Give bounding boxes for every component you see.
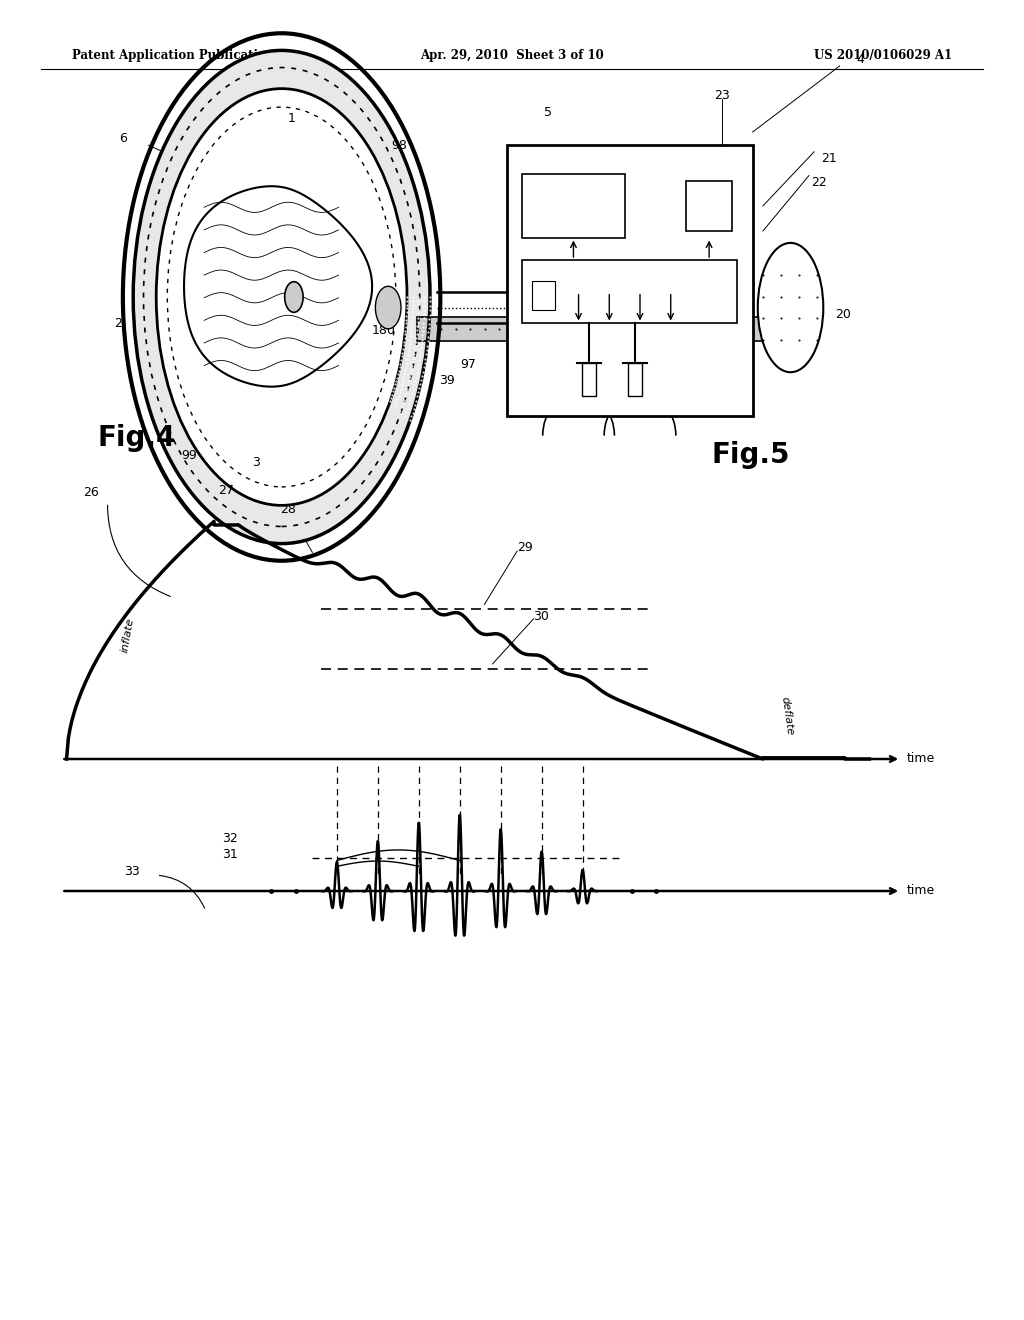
Text: 28: 28 — [280, 503, 296, 516]
Text: Fig.4: Fig.4 — [97, 424, 176, 453]
Text: 27: 27 — [218, 484, 234, 498]
Ellipse shape — [285, 281, 303, 313]
Text: 39: 39 — [439, 374, 456, 387]
Text: inflate: inflate — [120, 618, 136, 653]
Text: 21: 21 — [821, 152, 838, 165]
Text: 96: 96 — [708, 358, 724, 371]
Bar — [522, 174, 625, 238]
Text: deflate: deflate — [780, 696, 795, 737]
Text: 23: 23 — [714, 88, 730, 102]
Polygon shape — [184, 186, 372, 387]
Text: 98: 98 — [391, 139, 408, 152]
Bar — [628, 363, 642, 396]
Text: 29: 29 — [517, 541, 532, 554]
Bar — [582, 363, 596, 396]
Ellipse shape — [133, 50, 430, 544]
FancyBboxPatch shape — [417, 317, 763, 341]
Text: 99: 99 — [181, 449, 198, 462]
Text: 33: 33 — [124, 865, 140, 878]
Text: Apr. 29, 2010  Sheet 3 of 10: Apr. 29, 2010 Sheet 3 of 10 — [420, 49, 604, 62]
Text: 3: 3 — [252, 455, 260, 469]
Text: time: time — [906, 884, 935, 898]
Text: 22: 22 — [811, 176, 827, 189]
Text: 5: 5 — [544, 106, 552, 119]
Text: 1: 1 — [288, 112, 296, 125]
Bar — [507, 145, 753, 416]
Text: 2: 2 — [114, 317, 122, 330]
Text: 26: 26 — [83, 486, 99, 499]
Text: 20: 20 — [835, 308, 851, 321]
Text: 95: 95 — [597, 358, 613, 371]
Text: 4: 4 — [856, 53, 864, 66]
Text: US 2010/0106029 A1: US 2010/0106029 A1 — [814, 49, 952, 62]
Text: 31: 31 — [222, 847, 239, 861]
Text: 180: 180 — [372, 323, 396, 337]
Ellipse shape — [157, 88, 407, 506]
Text: 6: 6 — [119, 132, 127, 145]
Text: Patent Application Publication: Patent Application Publication — [72, 49, 274, 62]
Text: time: time — [906, 752, 935, 766]
Text: 30: 30 — [534, 610, 550, 623]
Ellipse shape — [758, 243, 823, 372]
Bar — [522, 260, 737, 323]
Ellipse shape — [376, 286, 401, 329]
Bar — [686, 181, 732, 231]
Text: Fig.5: Fig.5 — [712, 441, 791, 470]
Text: 32: 32 — [222, 832, 239, 845]
Text: 97: 97 — [460, 358, 476, 371]
Bar — [532, 281, 555, 310]
